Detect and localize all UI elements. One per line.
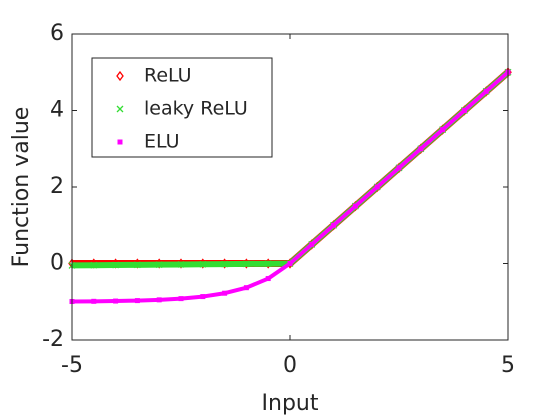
data-point: [178, 296, 184, 302]
y-tick-label: 6: [50, 21, 64, 46]
data-point: [200, 294, 206, 300]
x-tick-label: 5: [501, 353, 515, 378]
data-point: [287, 261, 293, 266]
y-tick-label: 0: [50, 251, 64, 276]
data-point: [461, 108, 467, 113]
y-axis-label: Function value: [9, 107, 34, 268]
data-point: [264, 260, 272, 268]
legend-marker: [117, 139, 123, 145]
data-point: [134, 298, 140, 304]
data-point: [418, 146, 424, 152]
data-point: [199, 260, 207, 268]
data-point: [265, 276, 271, 282]
y-tick-label: 2: [50, 174, 64, 199]
legend-marker: [116, 105, 124, 113]
data-point: [243, 285, 249, 291]
data-point: [309, 241, 315, 247]
legend-label: ReLU: [144, 65, 192, 87]
data-point: [222, 290, 228, 296]
plot-frame: [71, 33, 509, 341]
data-point: [155, 261, 163, 269]
data-point: [483, 88, 489, 94]
legend-label: ELU: [144, 131, 180, 153]
x-axis-label: Input: [262, 391, 319, 416]
data-point: [133, 261, 141, 269]
data-point: [112, 261, 120, 269]
data-point: [90, 261, 98, 269]
data-point: [177, 260, 185, 268]
y-tick-label: 4: [50, 98, 64, 123]
y-tick-label: -2: [42, 327, 64, 352]
x-tick-label: 0: [283, 353, 297, 378]
data-point: [374, 184, 380, 190]
data-point: [331, 222, 337, 228]
data-point: [440, 127, 446, 133]
data-point: [221, 260, 229, 268]
legend-label: leaky ReLU: [144, 98, 248, 120]
data-point: [113, 298, 119, 304]
x-tick-label: -5: [61, 353, 83, 378]
data-point: [396, 165, 402, 171]
data-point: [91, 298, 97, 304]
legend: ReLU leaky ReLU ELU: [91, 57, 273, 158]
data-point: [242, 260, 250, 268]
data-point: [156, 297, 162, 303]
data-point: [352, 203, 358, 209]
legend-marker: [116, 70, 124, 82]
